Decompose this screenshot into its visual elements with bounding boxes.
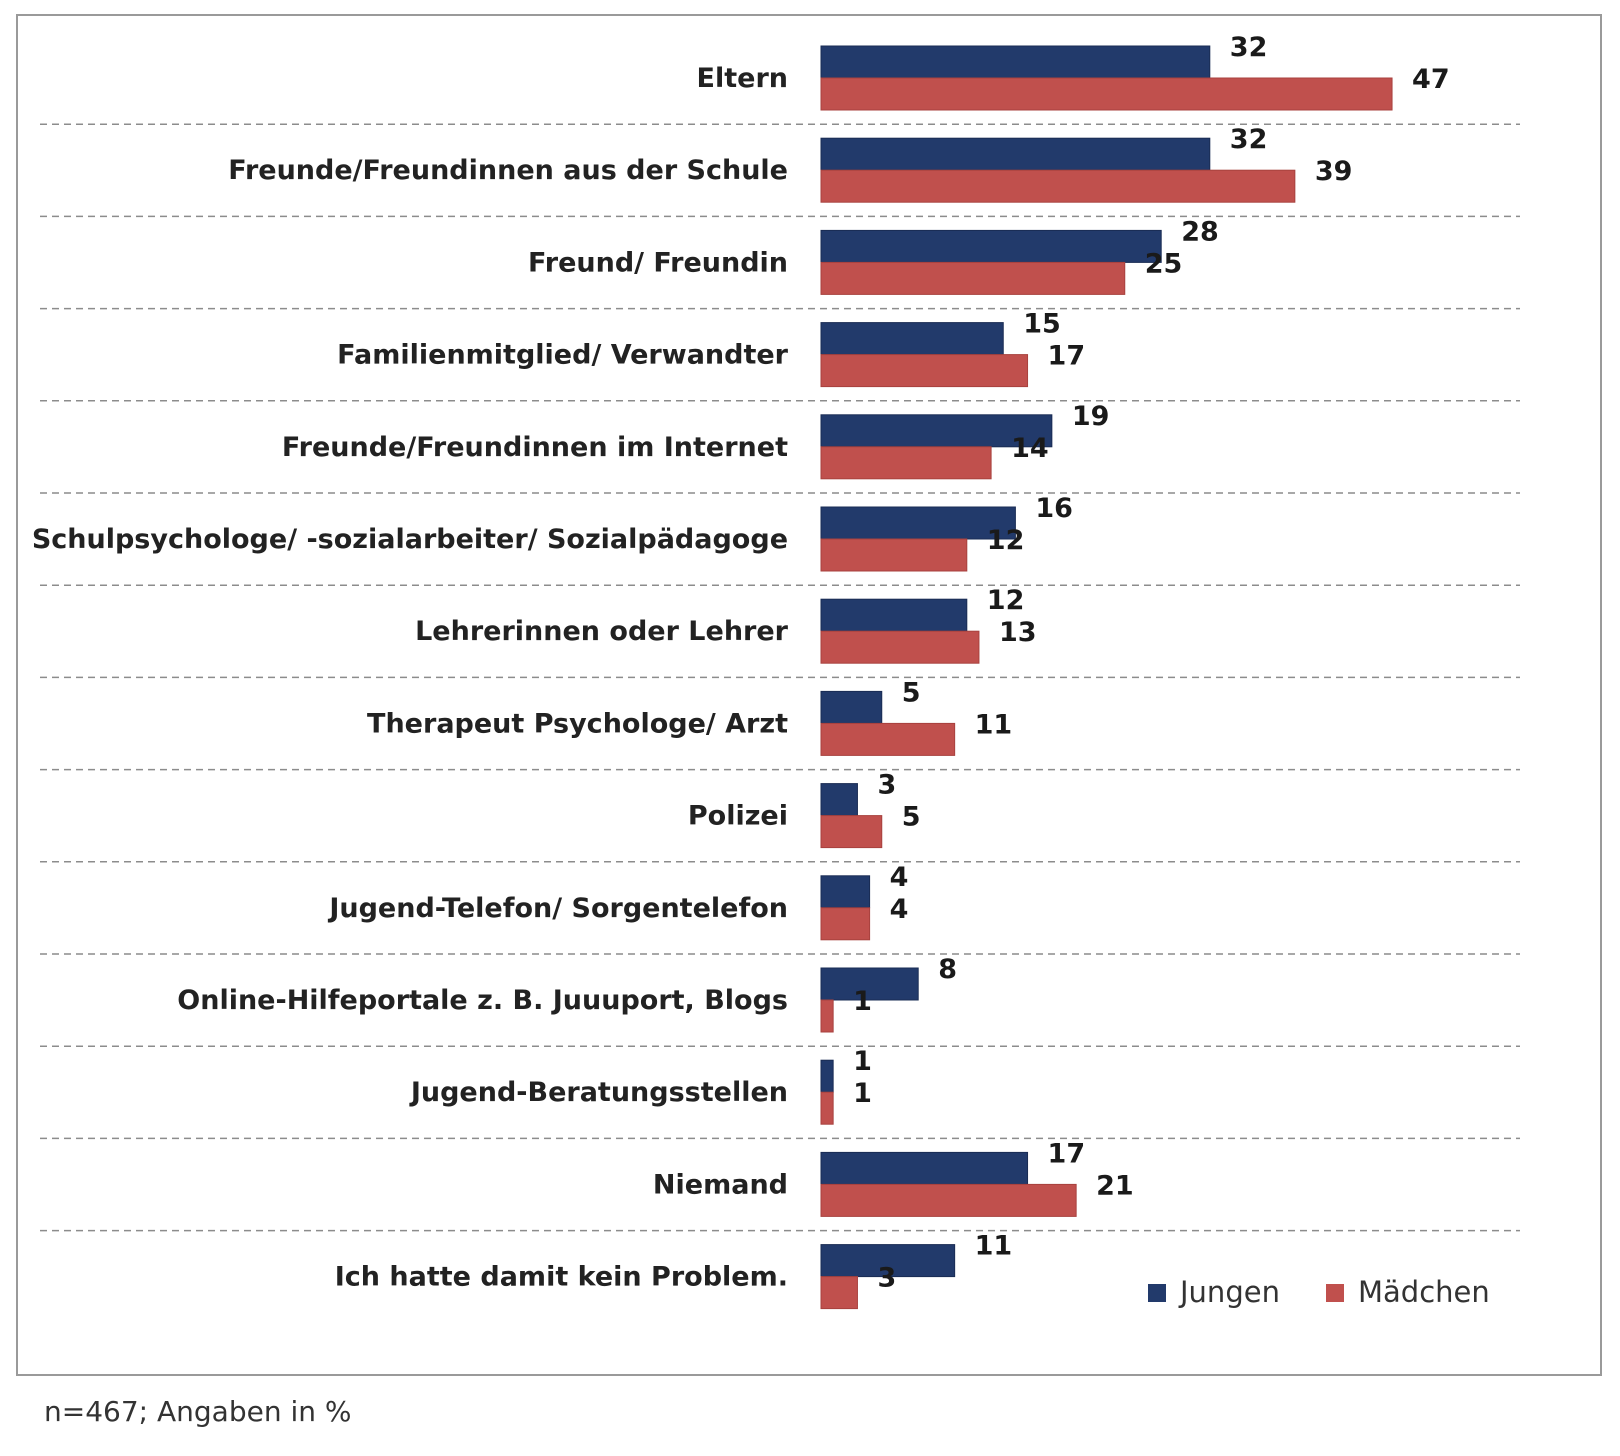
category-label: Lehrerinnen oder Lehrer [415, 616, 789, 647]
bar-maedchen [820, 354, 1029, 388]
legend-label-jungen: Jungen [1178, 1275, 1280, 1309]
bar-maedchen [820, 1091, 834, 1125]
bar-maedchen [820, 630, 980, 664]
value-label-maedchen: 5 [902, 802, 921, 833]
value-label-maedchen: 12 [987, 525, 1025, 556]
value-label-maedchen: 14 [1011, 433, 1049, 464]
bar-maedchen [820, 999, 834, 1033]
value-label-jungen: 12 [987, 585, 1025, 616]
category-label: Therapeut Psychologe/ Arzt [367, 708, 788, 739]
bar-maedchen [820, 1276, 858, 1310]
value-label-maedchen: 39 [1315, 156, 1353, 187]
value-label-jungen: 19 [1072, 401, 1110, 432]
category-label: Polizei [688, 801, 788, 832]
legend-swatch-maedchen [1326, 1284, 1344, 1302]
bar-jungen [820, 45, 1211, 79]
category-label: Jugend-Beratungsstellen [409, 1077, 788, 1108]
bar-maedchen [820, 722, 956, 756]
bar-maedchen [820, 446, 992, 480]
category-label: Online-Hilfeportale z. B. Juuuport, Blog… [177, 985, 788, 1016]
value-label-jungen: 1 [853, 1046, 872, 1077]
bar-maedchen [820, 538, 968, 572]
bar-jungen [820, 229, 1162, 263]
category-label: Freunde/Freundinnen aus der Schule [228, 155, 788, 186]
value-label-jungen: 17 [1048, 1138, 1086, 1169]
category-label: Freund/ Freundin [528, 247, 788, 278]
category-label: Jugend-Telefon/ Sorgentelefon [327, 893, 788, 924]
bar-maedchen [820, 907, 871, 941]
bar-maedchen [820, 261, 1126, 295]
footnote: n=467; Angaben in % [44, 1395, 352, 1428]
bar-jungen [820, 1244, 956, 1278]
value-label-jungen: 32 [1230, 124, 1268, 155]
value-label-jungen: 16 [1035, 493, 1073, 524]
value-label-maedchen: 1 [853, 1078, 872, 1109]
bar-jungen [820, 875, 871, 909]
value-label-jungen: 28 [1181, 216, 1219, 247]
chart-frame: Eltern 32 47 Freunde/Freundinnen aus der Sc… [16, 14, 1602, 1376]
category-label: Familienmitglied/ Verwandter [337, 340, 789, 371]
legend-swatch-jungen [1148, 1284, 1166, 1302]
bar-maedchen [820, 1183, 1077, 1217]
bar-maedchen [820, 77, 1393, 111]
value-label-maedchen: 11 [975, 709, 1013, 740]
value-label-maedchen: 13 [999, 617, 1037, 648]
category-label: Ich hatte damit kein Problem. [335, 1262, 788, 1293]
bar-chart: Eltern 32 47 Freunde/Freundinnen aus der Sc… [32, 32, 1520, 1310]
bar-maedchen [820, 815, 883, 849]
value-label-jungen: 5 [902, 677, 921, 708]
value-label-maedchen: 3 [877, 1263, 896, 1294]
bar-jungen [820, 137, 1211, 171]
value-label-jungen: 8 [938, 954, 957, 985]
category-label: Schulpsychologe/ -sozialarbeiter/ Sozial… [32, 524, 788, 555]
value-label-jungen: 32 [1230, 32, 1268, 63]
value-label-maedchen: 25 [1145, 248, 1183, 279]
bar-jungen [820, 1059, 834, 1093]
value-label-maedchen: 17 [1048, 341, 1086, 372]
value-label-maedchen: 1 [853, 986, 872, 1017]
bar-jungen [820, 783, 858, 817]
value-label-jungen: 3 [877, 770, 896, 801]
bar-jungen [820, 690, 883, 724]
value-label-jungen: 15 [1023, 309, 1061, 340]
value-label-maedchen: 4 [890, 894, 909, 925]
value-label-jungen: 11 [975, 1231, 1013, 1262]
bar-jungen [820, 967, 919, 1001]
category-label: Eltern [697, 63, 788, 94]
bar-maedchen [820, 169, 1296, 203]
legend-label-maedchen: Mädchen [1358, 1275, 1490, 1309]
category-label: Freunde/Freundinnen im Internet [282, 432, 788, 463]
value-label-jungen: 4 [890, 862, 909, 893]
value-label-maedchen: 21 [1096, 1170, 1134, 1201]
value-label-maedchen: 47 [1412, 64, 1450, 95]
category-label: Niemand [653, 1169, 788, 1200]
bar-jungen [820, 322, 1004, 356]
bar-jungen [820, 1151, 1029, 1185]
bar-jungen [820, 598, 968, 632]
